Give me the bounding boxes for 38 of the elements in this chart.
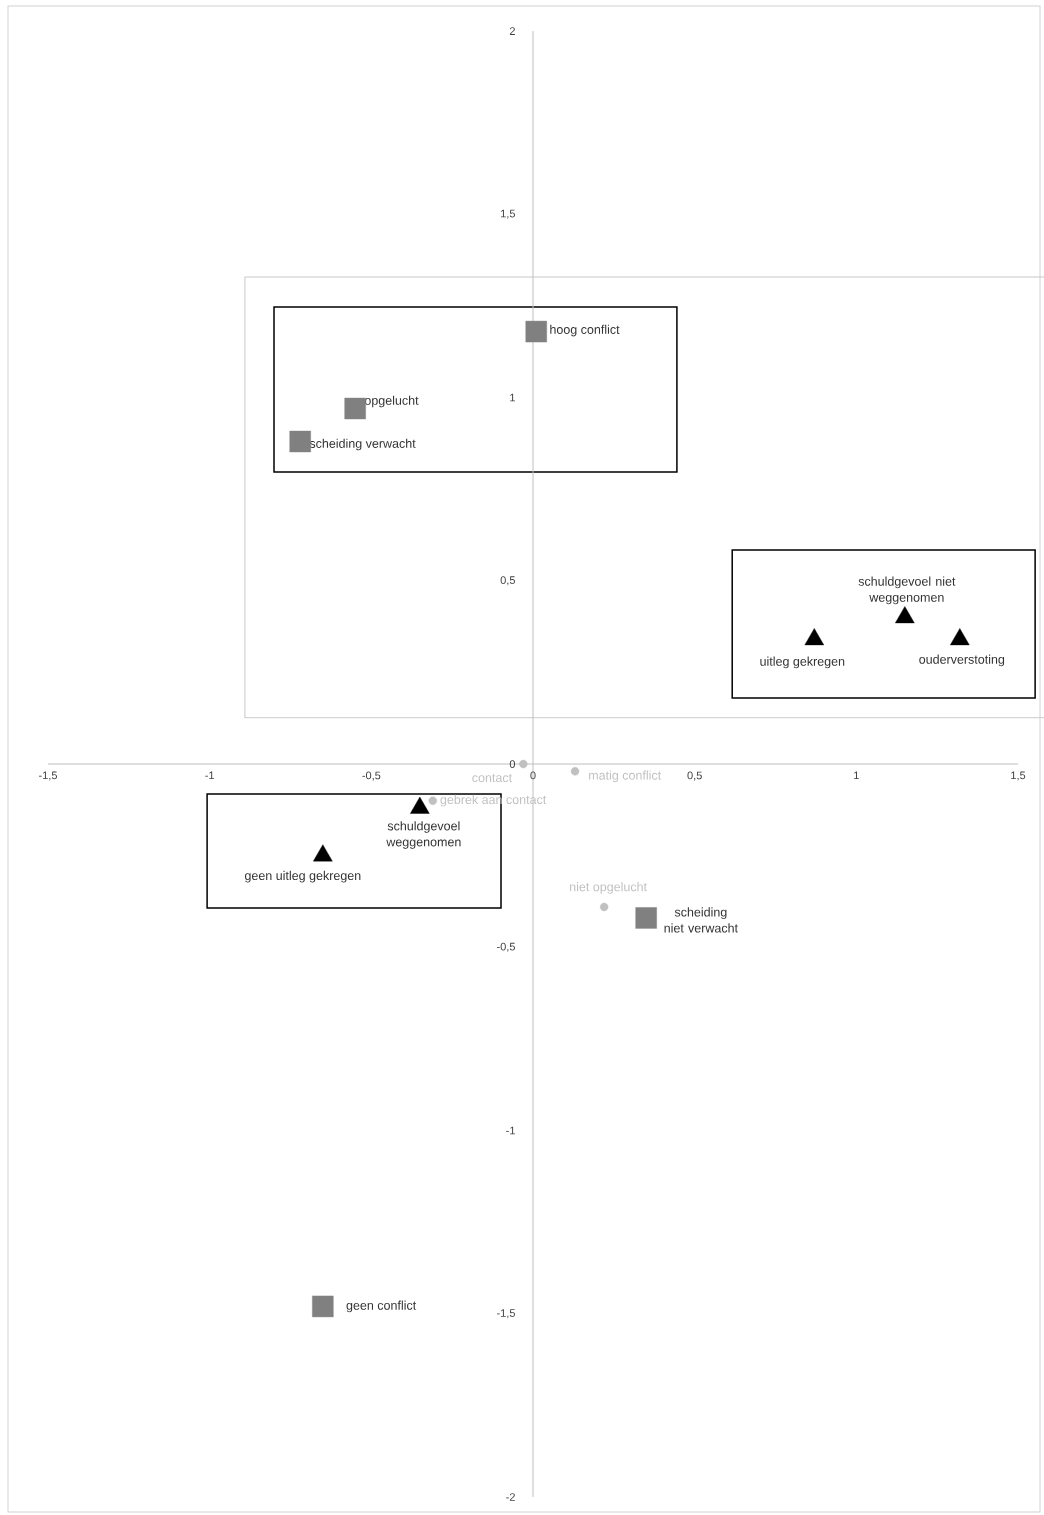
annotation: opgelucht — [364, 395, 419, 408]
x-tick-label: -0,5 — [362, 771, 381, 781]
y-tick-label: 0 — [509, 760, 516, 768]
annotation: geen conflict — [346, 1300, 417, 1313]
x-tick-label: 0 — [530, 771, 536, 780]
x-tick-label: 0,5 — [687, 771, 702, 781]
y-tick-label: -2 — [506, 1493, 515, 1501]
point — [599, 902, 609, 912]
annotation: schuldgevoel weggenomen — [386, 821, 461, 849]
annotation: scheiding niet verwacht — [664, 907, 738, 933]
annotation: geen uitleg gekregen — [244, 870, 361, 883]
y-tick-label: 0,5 — [500, 576, 515, 586]
point — [312, 1295, 334, 1318]
y-tick-label: -1 — [506, 1126, 515, 1135]
y-tick-label: 1 — [510, 393, 515, 402]
annotation: hoog conflict — [550, 324, 620, 337]
y-tick-label: -0,5 — [497, 942, 515, 952]
annotation: ouderverstoting — [919, 654, 1005, 667]
point — [635, 907, 657, 929]
point — [570, 767, 580, 776]
y-tick-label: 1,5 — [501, 209, 515, 219]
x-tick-label: 1 — [854, 771, 859, 780]
point — [344, 397, 366, 420]
annotation: niet opgelucht — [570, 882, 647, 894]
x-tick-label: 1,5 — [1011, 771, 1026, 781]
x-tick-label: -1 — [205, 771, 215, 780]
annotation: scheiding verwacht — [309, 438, 416, 451]
point — [428, 796, 437, 805]
point — [519, 759, 528, 769]
point — [525, 320, 547, 343]
y-tick-label: -1,5 — [497, 1309, 515, 1319]
x-tick-label: -1,5 — [39, 771, 58, 781]
annotation: matig conflict — [589, 770, 662, 783]
y-tick-label: 2 — [509, 27, 515, 35]
point — [289, 430, 311, 453]
annotation: contact — [472, 773, 513, 783]
annotation: schuldgevoel niet weggenomen — [858, 576, 956, 605]
annotation: uitleg gekregen — [760, 656, 845, 669]
